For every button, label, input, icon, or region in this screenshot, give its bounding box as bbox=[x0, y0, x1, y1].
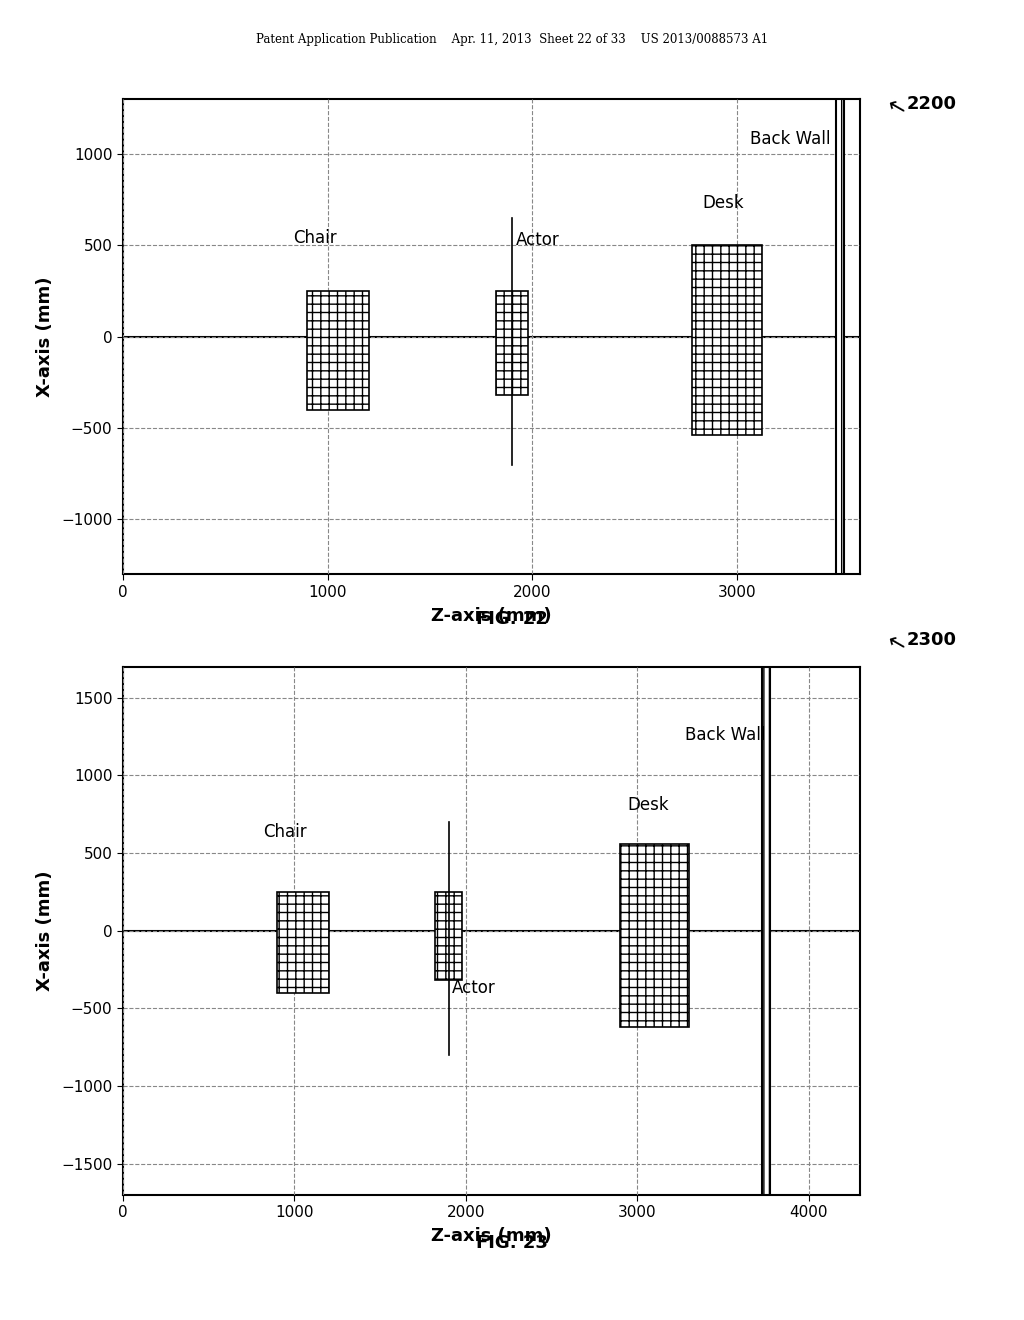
Bar bbox=[621, 843, 689, 1027]
Bar bbox=[278, 892, 329, 993]
Bar bbox=[496, 290, 528, 395]
Text: Back Wall: Back Wall bbox=[685, 726, 766, 744]
Bar bbox=[762, 667, 770, 1195]
X-axis label: Z-axis (mm): Z-axis (mm) bbox=[431, 607, 552, 624]
X-axis label: Z-axis (mm): Z-axis (mm) bbox=[431, 1228, 552, 1245]
Text: 2300: 2300 bbox=[906, 631, 956, 649]
Text: 2200: 2200 bbox=[906, 95, 956, 114]
Text: Back Wall: Back Wall bbox=[750, 131, 830, 148]
Bar bbox=[435, 892, 463, 981]
Text: Actor: Actor bbox=[516, 231, 560, 249]
Text: Desk: Desk bbox=[627, 796, 669, 814]
Text: Patent Application Publication    Apr. 11, 2013  Sheet 22 of 33    US 2013/00885: Patent Application Publication Apr. 11, … bbox=[256, 33, 768, 46]
Y-axis label: X-axis (mm): X-axis (mm) bbox=[36, 870, 54, 991]
Text: Chair: Chair bbox=[293, 230, 337, 247]
Bar bbox=[307, 290, 369, 409]
Text: Chair: Chair bbox=[263, 822, 307, 841]
Text: ←: ← bbox=[883, 95, 909, 121]
Text: FIG. 22: FIG. 22 bbox=[476, 610, 548, 628]
Y-axis label: X-axis (mm): X-axis (mm) bbox=[36, 276, 54, 397]
Text: Actor: Actor bbox=[452, 979, 496, 998]
Text: Desk: Desk bbox=[702, 194, 744, 213]
Text: ←: ← bbox=[883, 631, 909, 657]
Bar bbox=[836, 99, 844, 574]
Text: FIG. 23: FIG. 23 bbox=[476, 1234, 548, 1253]
Bar bbox=[692, 246, 762, 436]
